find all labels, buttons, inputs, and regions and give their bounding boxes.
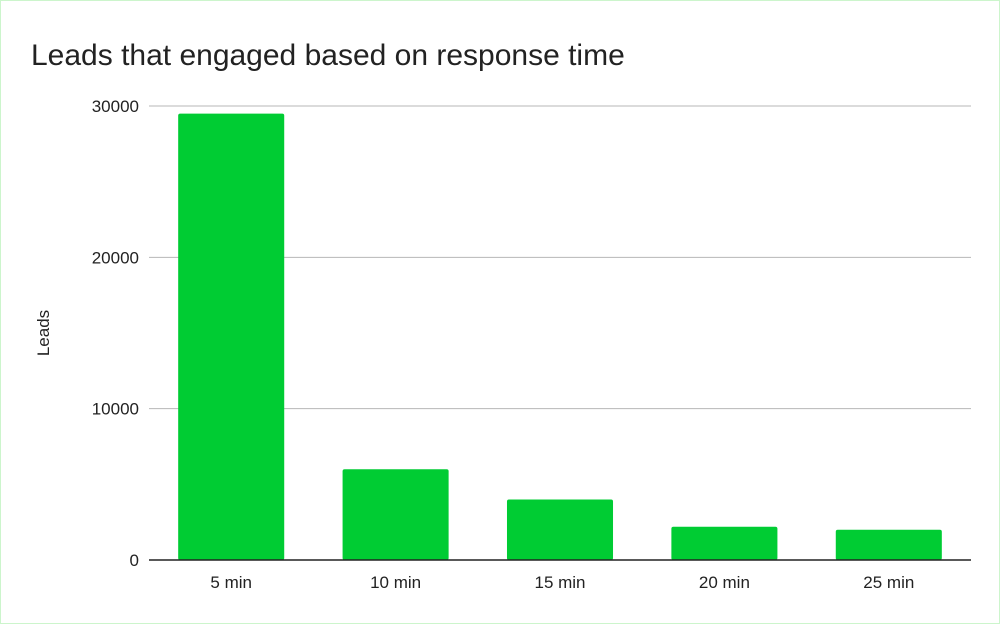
bar-15-min (506, 499, 614, 560)
y-tick-label: 30000 (92, 97, 139, 116)
grid-lines (149, 105, 971, 410)
y-tick-label: 0 (130, 551, 139, 570)
chart-title: Leads that engaged based on response tim… (31, 39, 625, 72)
y-tick-labels: 0 10000 20000 30000 (92, 97, 139, 570)
x-tick-label: 25 min (863, 573, 914, 592)
x-tick-label: 20 min (699, 573, 750, 592)
bar-10-min (342, 469, 449, 560)
bars (178, 113, 942, 561)
bar-5-min (178, 113, 285, 561)
x-tick-label: 10 min (370, 573, 421, 592)
bar-25-min (835, 529, 942, 560)
y-axis-label: Leads (34, 310, 53, 356)
x-tick-label: 5 min (210, 573, 252, 592)
bar-20-min (671, 526, 778, 560)
x-tick-label: 15 min (534, 573, 585, 592)
y-tick-label: 10000 (92, 400, 139, 419)
x-tick-labels: 5 min 10 min 15 min 20 min 25 min (210, 573, 914, 592)
y-tick-label: 20000 (92, 248, 139, 267)
